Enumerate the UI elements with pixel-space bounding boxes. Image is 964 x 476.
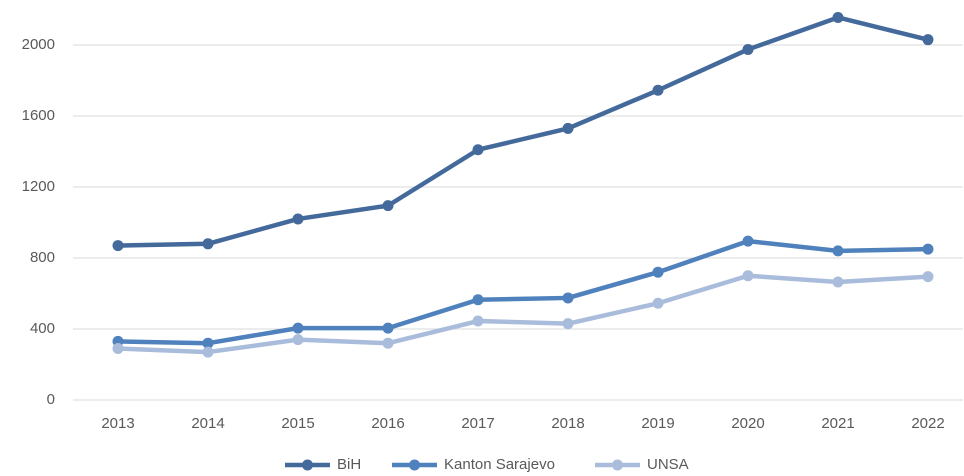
- data-point: [742, 270, 754, 282]
- data-point: [832, 11, 844, 23]
- x-tick-label: 2020: [731, 415, 764, 432]
- x-tick-label: 2016: [371, 415, 404, 432]
- data-point: [112, 240, 124, 252]
- data-point: [832, 276, 844, 288]
- data-point: [922, 271, 934, 283]
- x-tick-label: 2018: [551, 415, 584, 432]
- y-tick-label: 800: [30, 249, 55, 266]
- data-point: [562, 292, 574, 304]
- x-tick-label: 2019: [641, 415, 674, 432]
- y-tick-label: 0: [47, 391, 55, 408]
- data-point: [652, 84, 664, 96]
- series-line: [117, 238, 929, 346]
- data-point: [922, 34, 934, 46]
- data-point: [382, 322, 394, 334]
- y-tick-label: 2000: [22, 36, 55, 53]
- legend-label: Kanton Sarajevo: [444, 456, 555, 473]
- x-tick-label: 2021: [821, 415, 854, 432]
- x-tick-label: 2022: [911, 415, 944, 432]
- data-point: [472, 144, 484, 156]
- data-point: [472, 315, 484, 327]
- legend-marker: [409, 459, 420, 471]
- x-tick-label: 2013: [101, 415, 134, 432]
- x-tick-label: 2014: [191, 415, 224, 432]
- legend-label: UNSA: [647, 456, 689, 473]
- data-point: [202, 337, 214, 349]
- y-tick-label: 1200: [22, 178, 55, 195]
- legend-marker: [302, 459, 313, 471]
- data-point: [292, 334, 304, 346]
- data-point: [202, 346, 214, 358]
- data-point: [742, 235, 754, 247]
- legend-marker: [612, 459, 623, 471]
- legend-label: BiH: [337, 456, 361, 473]
- data-point: [382, 337, 394, 349]
- y-tick-label: 400: [30, 320, 55, 337]
- data-point: [202, 238, 214, 250]
- data-point: [292, 213, 304, 225]
- data-point: [562, 318, 574, 330]
- x-tick-label: 2015: [281, 415, 314, 432]
- data-point: [652, 297, 664, 309]
- data-point: [472, 294, 484, 306]
- data-point: [562, 122, 574, 134]
- series-line: [117, 15, 929, 248]
- data-point: [292, 322, 304, 334]
- data-point: [382, 200, 394, 212]
- data-point: [652, 266, 664, 278]
- y-tick-label: 1600: [22, 107, 55, 124]
- series-line: [117, 273, 929, 355]
- x-tick-label: 2017: [461, 415, 494, 432]
- data-point: [922, 243, 934, 255]
- data-point: [742, 43, 754, 55]
- data-point: [832, 245, 844, 257]
- data-point: [112, 343, 124, 355]
